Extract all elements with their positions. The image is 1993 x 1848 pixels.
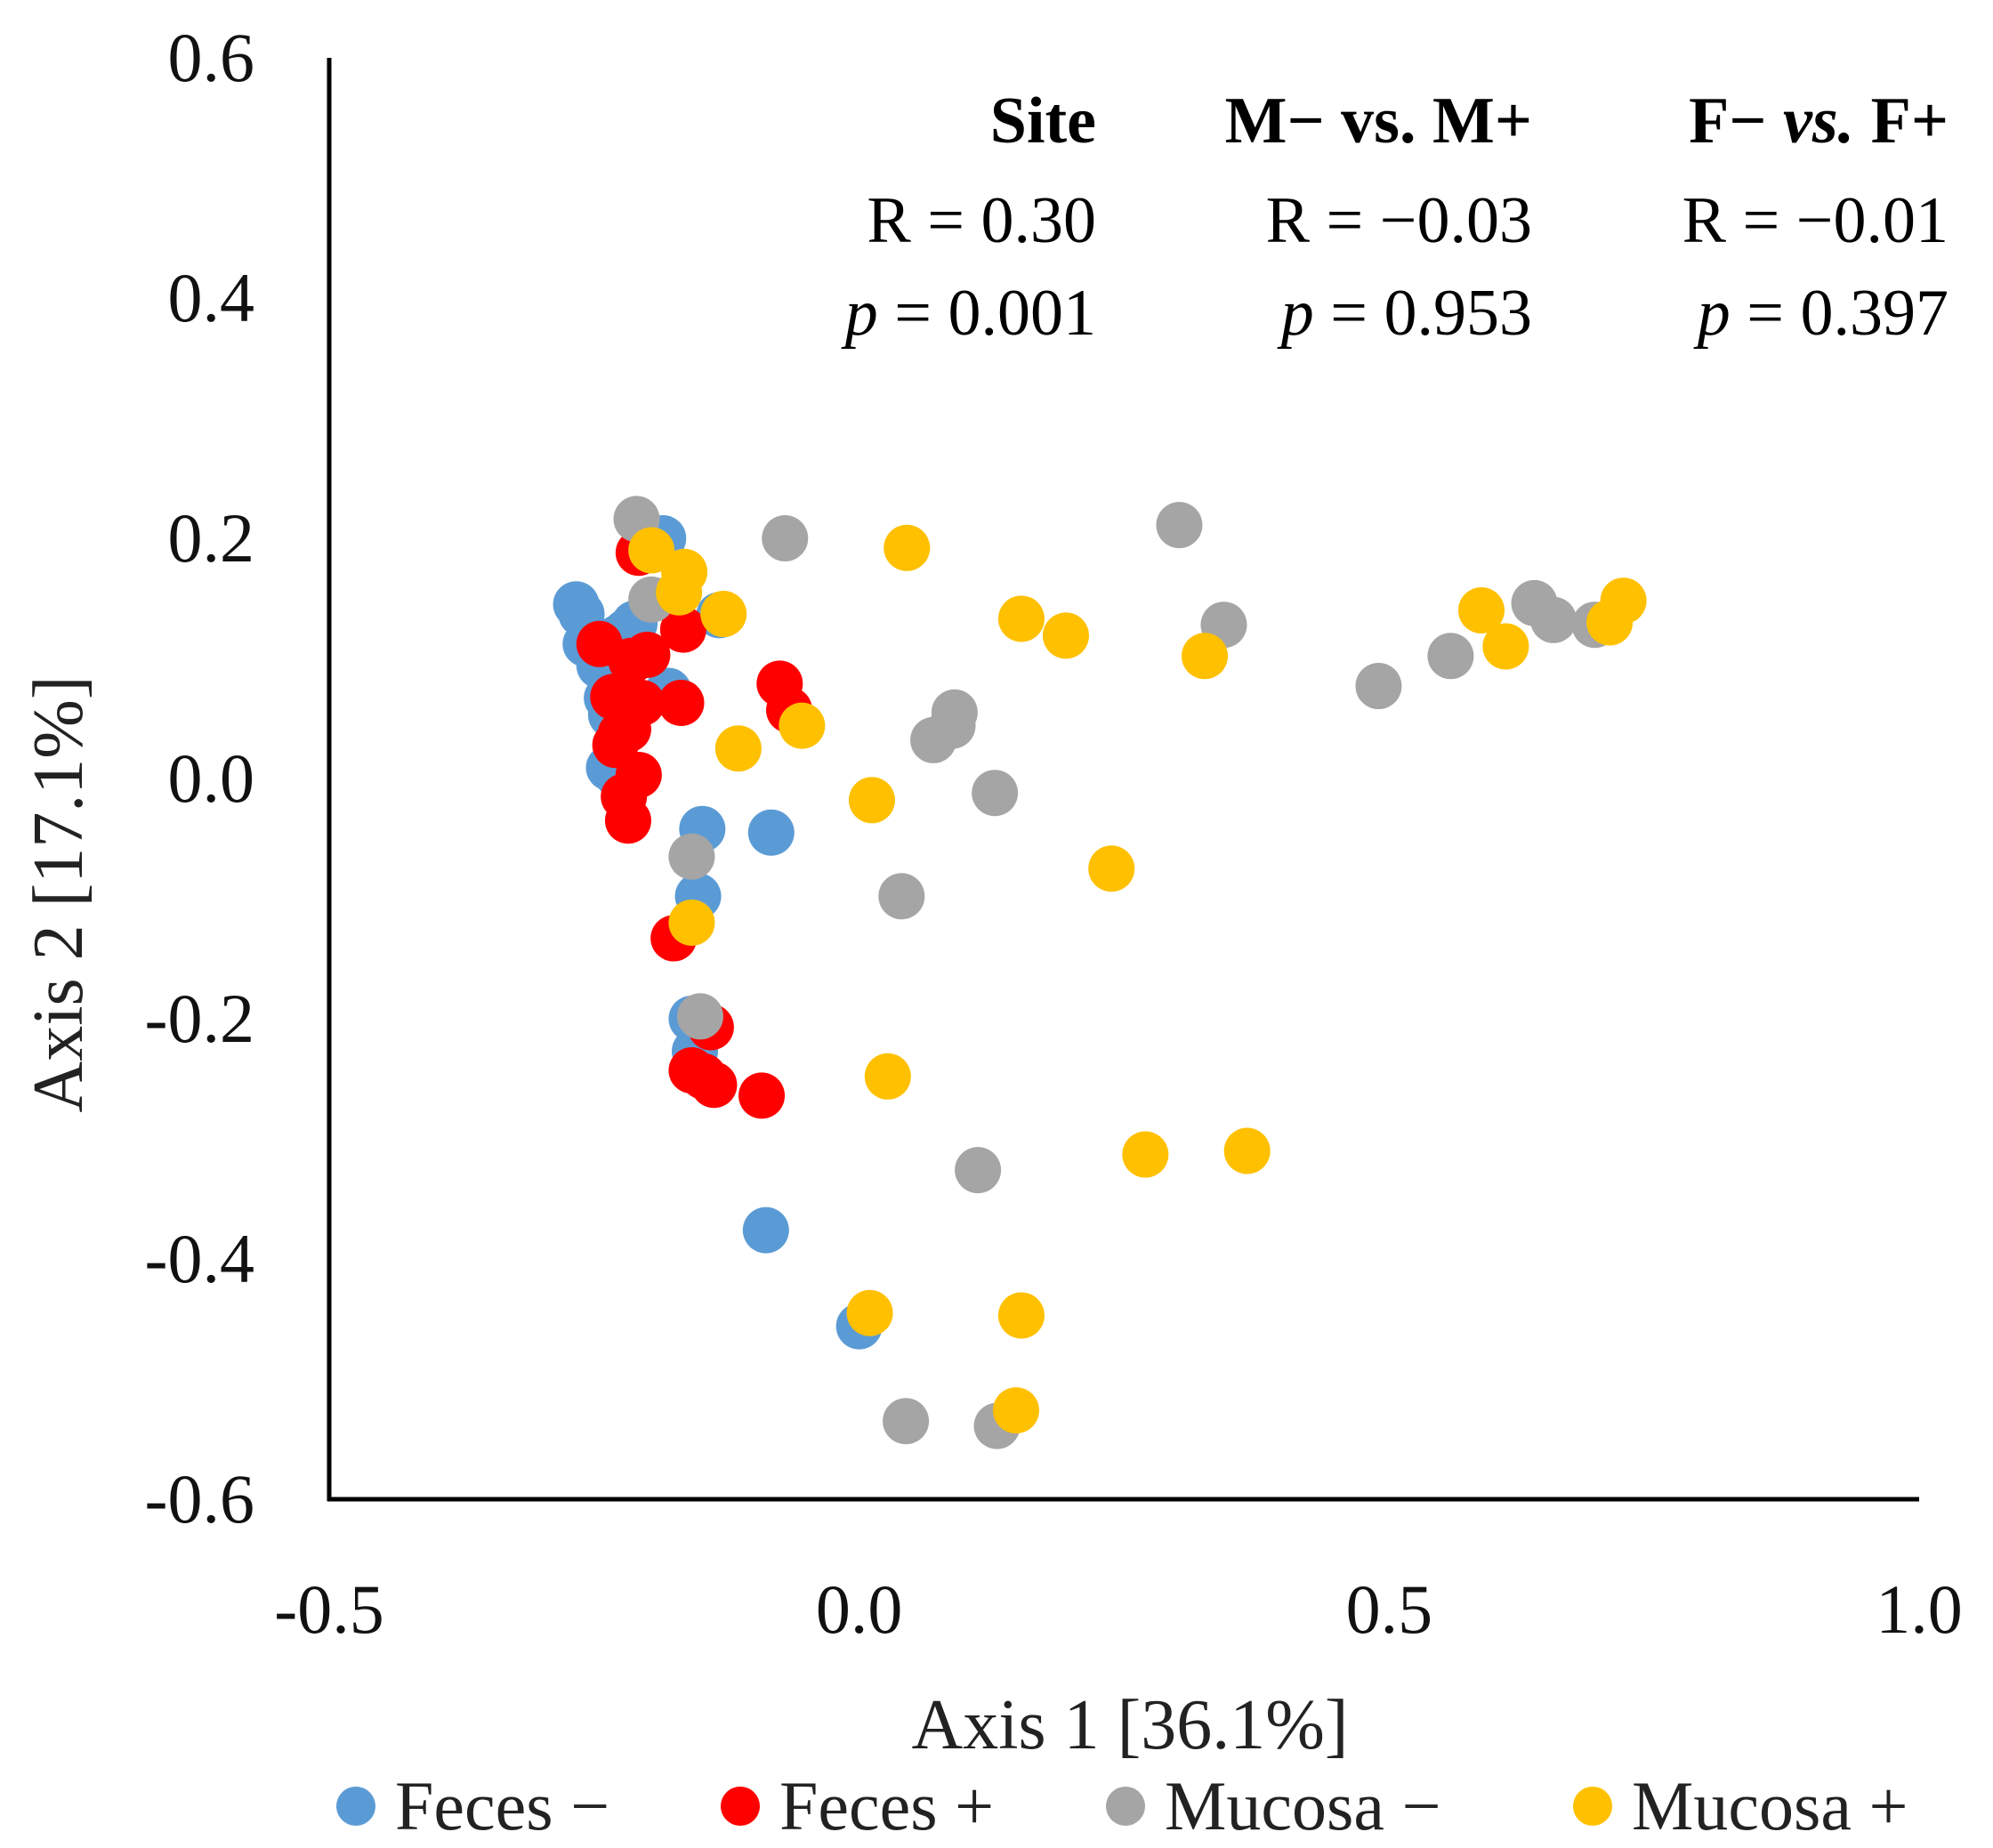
x-axis-ticks: -0.5 0.0 0.5 1.0 — [274, 1570, 1962, 1648]
data-point-series-3 — [762, 515, 809, 561]
data-point-series-4 — [864, 1053, 911, 1100]
data-point-series-2 — [658, 679, 705, 726]
data-point-series-4 — [884, 524, 931, 571]
data-point-series-1 — [742, 1206, 789, 1254]
data-point-series-4 — [656, 569, 703, 616]
data-point-series-4 — [700, 591, 747, 638]
legend-marker — [336, 1787, 375, 1826]
data-point-series-4 — [846, 1289, 893, 1336]
data-point-series-4 — [1457, 587, 1505, 633]
legend-label: Feces + — [779, 1767, 994, 1844]
x-tick-label: 0.5 — [1346, 1570, 1433, 1648]
data-point-series-3 — [668, 833, 715, 880]
stat-p-label: p — [1693, 277, 1731, 350]
legend-marker — [1573, 1787, 1612, 1826]
stat-p-number: = 0.397 — [1731, 277, 1949, 350]
stat-heading-part: vs. — [1783, 85, 1854, 157]
legend-label: Mucosa + — [1632, 1767, 1908, 1844]
data-point-series-3 — [1355, 663, 1402, 710]
data-point-series-4 — [1042, 612, 1089, 659]
data-point-series-3 — [955, 1147, 1002, 1194]
data-point-series-4 — [992, 1387, 1039, 1434]
legend-label: Mucosa − — [1165, 1767, 1440, 1844]
stat-p-label: p — [841, 277, 878, 350]
x-tick-label: 1.0 — [1876, 1570, 1963, 1648]
data-point-series-4 — [1122, 1131, 1169, 1178]
data-points — [553, 496, 1647, 1449]
stat-r-value: R = −0.03 — [1266, 184, 1532, 257]
y-tick-label: -0.6 — [145, 1460, 254, 1537]
x-tick-label: -0.5 — [274, 1570, 383, 1648]
data-point-series-3 — [931, 689, 978, 736]
y-axis-title: Axis 2 [17.1%] — [20, 675, 98, 1112]
data-point-series-2 — [738, 1072, 786, 1119]
x-axis-title: Axis 1 [36.1%] — [911, 1686, 1348, 1764]
stat-heading: F− vs. F+ — [1689, 85, 1949, 157]
stat-heading-part: F+ — [1854, 85, 1949, 157]
data-point-series-4 — [848, 777, 895, 824]
chart-legend: Feces − Feces + Mucosa − Mucosa + — [336, 1767, 1908, 1844]
data-point-series-4 — [714, 725, 762, 772]
data-point-series-4 — [1088, 845, 1135, 892]
stat-p-number: = 0.953 — [1314, 277, 1532, 350]
stat-heading-part: M− vs. M+ — [1225, 85, 1532, 157]
y-tick-label: -0.4 — [145, 1220, 254, 1297]
y-tick-label: 0.4 — [168, 259, 255, 336]
stat-p-value: p = 0.953 — [1277, 277, 1532, 350]
data-point-series-4 — [628, 527, 675, 574]
data-point-series-4 — [1600, 577, 1647, 625]
data-point-series-3 — [676, 993, 723, 1040]
stat-heading: M− vs. M+ — [1225, 85, 1532, 157]
stat-heading-part: Site — [990, 85, 1096, 157]
y-tick-label: 0.0 — [168, 739, 255, 817]
data-point-series-2 — [604, 797, 651, 844]
data-point-series-4 — [997, 595, 1045, 642]
stat-p-value: p = 0.397 — [1693, 277, 1949, 350]
stat-r-value: R = 0.30 — [867, 184, 1096, 257]
data-point-series-3 — [972, 770, 1019, 817]
data-point-series-3 — [1427, 633, 1474, 680]
stat-heading-part: F− — [1689, 85, 1783, 157]
anosim-stats: Site R = 0.30 p = 0.001 M− vs. M+ R = −0.03 p… — [841, 85, 1949, 350]
data-point-series-2 — [604, 706, 651, 753]
data-point-series-4 — [668, 900, 715, 946]
data-point-series-4 — [779, 702, 826, 749]
data-point-series-3 — [1156, 502, 1203, 549]
y-tick-label: 0.6 — [168, 19, 255, 96]
data-point-series-1 — [747, 809, 795, 856]
stat-p-number: = 0.001 — [878, 277, 1096, 350]
stat-heading: Site — [990, 85, 1096, 157]
stat-r-value: R = −0.01 — [1682, 184, 1949, 257]
y-tick-label: -0.2 — [145, 980, 254, 1057]
data-point-series-4 — [1182, 633, 1229, 680]
data-point-series-3 — [878, 873, 925, 920]
data-point-series-2 — [690, 1061, 738, 1109]
data-point-series-3 — [883, 1398, 930, 1445]
y-axis-ticks: 0.6 0.4 0.2 0.0 -0.2 -0.4 -0.6 — [145, 19, 254, 1537]
legend-marker — [1106, 1787, 1145, 1826]
legend-label: Feces − — [395, 1767, 609, 1844]
x-tick-label: 0.0 — [816, 1570, 903, 1648]
stat-p-value: p = 0.001 — [841, 277, 1096, 350]
data-point-series-4 — [1482, 623, 1529, 670]
data-point-series-4 — [997, 1292, 1045, 1339]
y-tick-label: 0.2 — [168, 499, 255, 577]
data-point-series-3 — [1529, 596, 1577, 643]
data-point-series-2 — [659, 606, 706, 653]
data-point-series-2 — [624, 631, 671, 678]
stat-p-label: p — [1277, 277, 1314, 350]
data-point-series-4 — [1223, 1127, 1271, 1174]
legend-marker — [721, 1787, 760, 1826]
